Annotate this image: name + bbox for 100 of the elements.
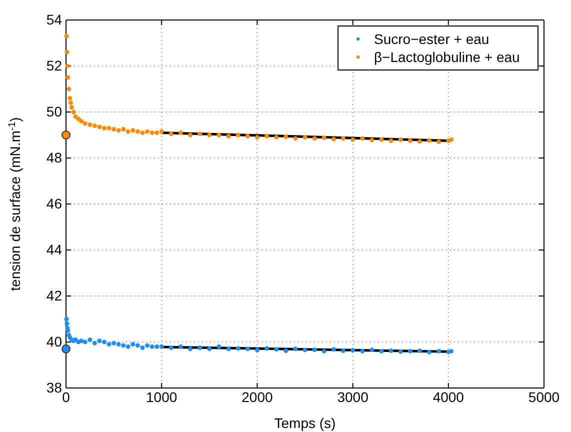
y-tick-label: 48: [46, 149, 62, 166]
point: [150, 344, 154, 349]
point: [293, 136, 298, 141]
y-tick-label: 52: [46, 57, 62, 74]
point: [64, 50, 70, 54]
x-tick-label: 5000: [528, 388, 560, 405]
point: [293, 346, 298, 352]
point: [427, 350, 432, 354]
point: [236, 132, 240, 138]
point: [116, 128, 121, 133]
point: [64, 321, 70, 326]
point: [62, 344, 70, 354]
point: [79, 338, 84, 344]
point: [264, 134, 270, 138]
x-tick-label: 3000: [337, 388, 369, 405]
point: [102, 340, 106, 344]
legend-label: β−Lactoglobuline + eau: [374, 49, 520, 65]
point: [66, 328, 70, 333]
x-tick-label: 0: [62, 388, 70, 405]
point: [135, 129, 140, 134]
point: [145, 129, 150, 134]
point: [236, 346, 240, 351]
point: [322, 136, 326, 140]
y-tick-label: 46: [46, 195, 62, 212]
point: [102, 126, 106, 130]
point: [82, 121, 88, 126]
point: [135, 343, 140, 348]
point: [140, 345, 145, 350]
point: [436, 140, 442, 144]
point: [82, 340, 88, 344]
point: [168, 345, 174, 350]
point: [62, 130, 70, 140]
point: [97, 338, 102, 344]
x-tick-label: 2000: [242, 388, 273, 405]
point: [226, 346, 231, 352]
point: [331, 136, 336, 142]
point: [116, 342, 121, 347]
point: [408, 348, 412, 354]
point: [188, 346, 193, 352]
point: [436, 348, 442, 354]
point: [66, 75, 70, 80]
point: [350, 348, 356, 353]
point: [188, 132, 193, 138]
point: [388, 348, 394, 353]
point: [449, 348, 454, 354]
point: [254, 348, 260, 352]
point: [398, 137, 403, 142]
point: [360, 348, 365, 354]
point: [88, 122, 92, 127]
y-tick-label: 44: [46, 241, 62, 258]
point: [198, 132, 202, 136]
point: [216, 344, 222, 349]
point: [340, 136, 346, 141]
point: [388, 138, 394, 144]
x-tick-label: 4000: [432, 388, 464, 405]
y-tick-label: 40: [46, 333, 62, 350]
point: [302, 348, 308, 352]
point: [159, 129, 164, 134]
legend-label: Sucro−ester + eau: [374, 31, 490, 47]
point: [130, 128, 136, 133]
point: [112, 126, 116, 132]
point: [145, 343, 150, 348]
point: [284, 348, 288, 353]
point: [207, 132, 212, 138]
point: [92, 124, 97, 128]
point: [64, 34, 69, 38]
point: [312, 348, 317, 352]
point: [68, 96, 72, 100]
point: [264, 346, 270, 351]
point: [130, 342, 136, 347]
point: [379, 137, 384, 142]
point: [178, 130, 183, 135]
x-tick-label: 1000: [146, 388, 178, 405]
point: [274, 347, 279, 352]
x-axis-title: Temps (s): [274, 415, 336, 431]
point: [226, 134, 231, 138]
point: [340, 348, 346, 353]
point: [154, 344, 160, 349]
point: [449, 137, 454, 142]
point: [331, 347, 336, 352]
point: [121, 126, 126, 132]
point: [379, 348, 384, 354]
point: [66, 86, 72, 92]
point: [88, 337, 92, 342]
point: [245, 346, 250, 352]
y-tick-label: 42: [46, 287, 62, 304]
point: [106, 126, 112, 130]
point: [159, 344, 164, 349]
point: [207, 346, 212, 352]
point: [350, 137, 356, 142]
point: [71, 110, 76, 114]
point: [106, 342, 112, 347]
point: [121, 343, 126, 348]
y-tick-label: 50: [46, 103, 62, 120]
point: [97, 124, 102, 130]
point: [140, 130, 145, 135]
point: [112, 340, 116, 346]
point: [417, 348, 422, 353]
point: [198, 345, 202, 350]
point: [427, 138, 432, 143]
